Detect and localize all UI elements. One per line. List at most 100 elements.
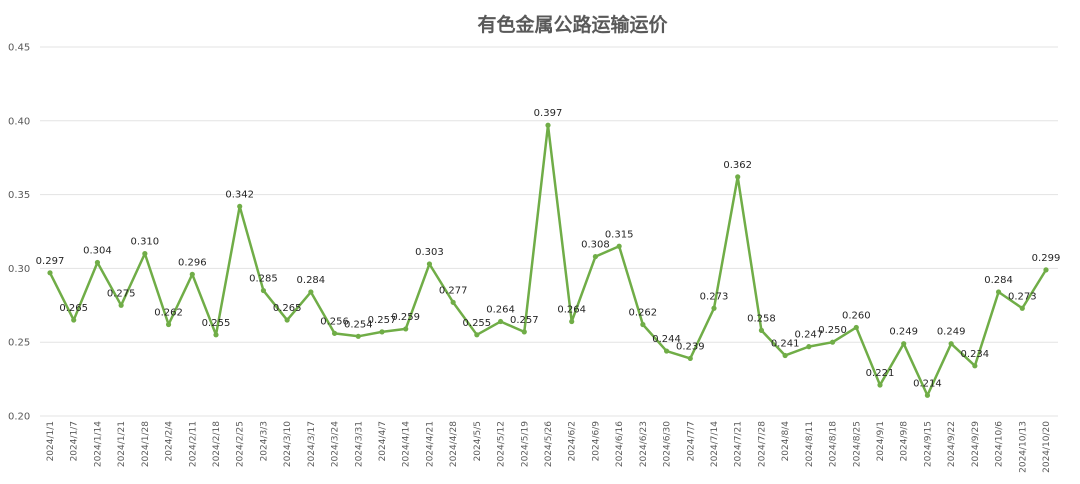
data-label: 0.241 (771, 338, 800, 349)
data-label: 0.315 (605, 229, 634, 240)
data-point (711, 305, 717, 311)
data-point (118, 302, 124, 308)
y-tick-label: 0.45 (8, 43, 30, 54)
data-label: 0.304 (83, 245, 112, 256)
data-point (735, 174, 741, 180)
x-tick-label: 2024/7/21 (734, 421, 744, 467)
x-tick-label: 2024/5/19 (520, 421, 530, 467)
data-point (331, 330, 338, 336)
data-label: 0.234 (961, 349, 990, 360)
y-tick-label: 0.35 (8, 190, 30, 201)
data-point (640, 321, 646, 328)
x-tick-label: 2024/4/14 (402, 421, 412, 467)
data-point (616, 243, 622, 249)
x-tick-label: 2024/8/11 (805, 421, 815, 467)
series-points (47, 122, 1049, 398)
x-tick-label: 2024/6/30 (663, 421, 673, 467)
data-point (901, 341, 907, 347)
data-label: 0.310 (131, 237, 160, 248)
data-point (189, 271, 195, 277)
data-point (972, 363, 978, 369)
data-point (758, 327, 765, 333)
y-tick-label: 0.30 (8, 264, 30, 275)
data-point (687, 355, 693, 362)
x-tick-label: 2024/10/6 (995, 421, 1005, 467)
data-label: 0.256 (320, 316, 349, 327)
x-tick-label: 2024/1/21 (117, 421, 127, 467)
data-point (1043, 267, 1049, 273)
data-point (308, 289, 314, 295)
data-point (829, 339, 836, 345)
data-label: 0.250 (818, 325, 847, 336)
x-tick-label: 2024/6/16 (615, 421, 625, 467)
data-point (806, 344, 812, 350)
data-label: 0.273 (700, 291, 729, 302)
data-labels: 0.297 0.265 0.304 0.275 0.310 0.262 0.296 0.255… (36, 108, 1061, 389)
data-label: 0.297 (36, 256, 65, 267)
x-tick-label: 2024/6/9 (591, 421, 601, 462)
x-tick-label: 2024/8/4 (781, 421, 791, 462)
data-label: 0.262 (154, 307, 183, 318)
x-tick-label: 2024/2/11 (188, 421, 198, 467)
data-label: 0.265 (273, 303, 302, 314)
x-tick-label: 2024/3/10 (283, 421, 293, 467)
data-point (47, 270, 53, 276)
y-tick-label: 0.40 (8, 116, 30, 127)
y-axis-ticks: 0.20 0.25 0.30 0.35 0.40 0.45 (8, 43, 30, 423)
data-label: 0.254 (344, 319, 373, 330)
x-tick-label: 2024/4/28 (449, 421, 459, 467)
x-tick-label: 2024/2/18 (212, 421, 222, 467)
data-label: 0.275 (107, 288, 136, 299)
data-label: 0.255 (202, 318, 231, 329)
x-tick-label: 2024/10/13 (1018, 421, 1028, 473)
data-label: 0.284 (297, 275, 326, 286)
data-point (521, 329, 527, 335)
data-label: 0.303 (415, 247, 444, 258)
data-point (948, 341, 954, 347)
data-label: 0.249 (937, 327, 966, 338)
data-point (569, 318, 575, 325)
data-label: 0.221 (866, 368, 895, 379)
data-label: 0.257 (368, 315, 397, 326)
x-tick-label: 2024/9/8 (900, 421, 910, 462)
data-point (592, 253, 599, 260)
data-point (782, 352, 788, 359)
data-label: 0.264 (557, 305, 586, 316)
data-point (1019, 305, 1025, 311)
gridlines (40, 46, 1058, 417)
data-point (142, 251, 148, 257)
data-point (995, 289, 1002, 295)
y-tick-label: 0.25 (8, 338, 30, 349)
data-label: 0.214 (913, 378, 942, 389)
data-label: 0.247 (795, 330, 824, 341)
x-tick-label: 2024/8/25 (852, 421, 862, 467)
data-label: 0.265 (59, 303, 88, 314)
data-point (545, 122, 551, 128)
x-tick-label: 2024/1/14 (93, 421, 103, 467)
data-point (853, 324, 859, 331)
x-tick-label: 2024/9/22 (947, 421, 957, 467)
data-point (450, 299, 456, 305)
x-tick-label: 2024/2/4 (165, 421, 175, 462)
data-point (260, 287, 267, 294)
data-label: 0.362 (723, 160, 752, 171)
data-point (663, 348, 670, 354)
x-tick-label: 2024/5/5 (473, 421, 483, 461)
x-tick-label: 2024/6/23 (639, 421, 649, 467)
data-label: 0.258 (747, 313, 776, 324)
x-axis-ticks: 2024/1/1 2024/1/7 2024/1/14 2024/1/21 2024/1… (46, 421, 1052, 473)
data-label: 0.264 (486, 305, 515, 316)
data-point (237, 203, 243, 210)
data-label: 0.342 (225, 189, 254, 200)
x-tick-label: 2024/9/29 (971, 421, 981, 467)
x-tick-label: 2024/9/15 (923, 421, 933, 467)
x-tick-label: 2024/4/21 (425, 421, 435, 467)
chart-title: 有色金属公路运输运价 (477, 14, 668, 36)
data-label: 0.296 (178, 257, 207, 268)
data-label: 0.277 (439, 285, 468, 296)
x-tick-label: 2024/3/17 (307, 421, 317, 467)
x-tick-label: 2024/6/2 (568, 421, 578, 461)
data-label: 0.284 (984, 275, 1013, 286)
data-label: 0.262 (629, 307, 658, 318)
x-tick-label: 2024/1/28 (141, 421, 151, 467)
